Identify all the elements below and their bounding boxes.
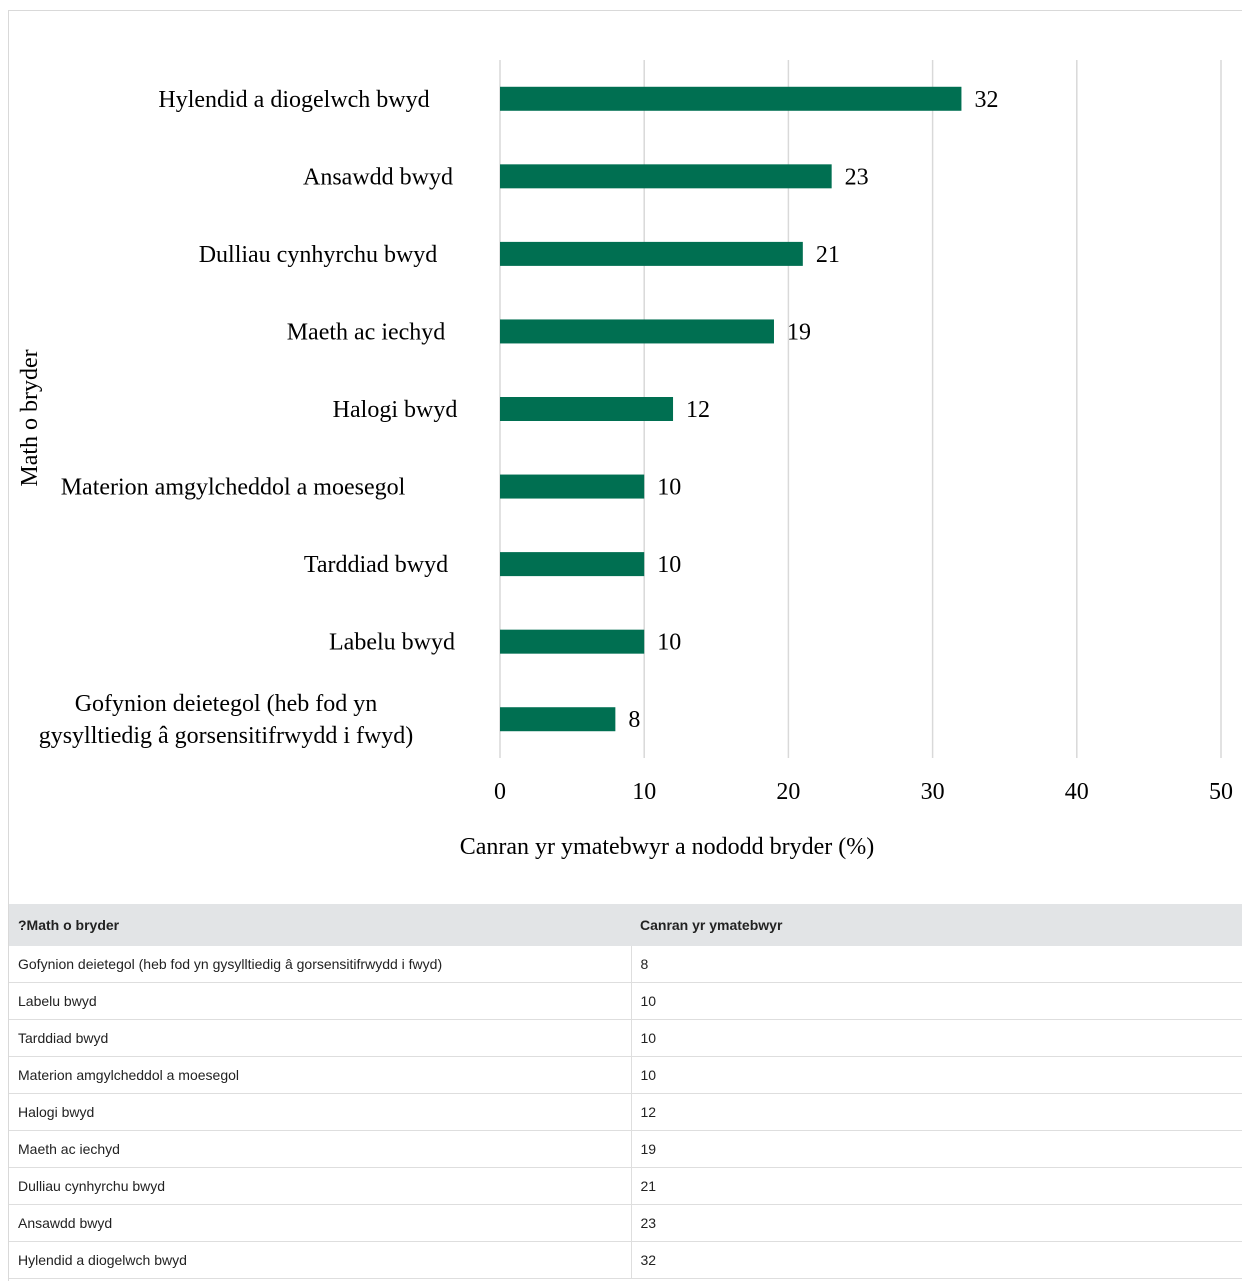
category-label: Ansawdd bwyd (303, 164, 453, 190)
bar (500, 86, 962, 111)
category-label: Maeth ac iechyd (287, 319, 446, 345)
bar (500, 552, 645, 577)
category-label: Halogi bwyd (333, 397, 458, 423)
bar (500, 397, 674, 421)
data-label: 12 (686, 397, 710, 423)
category-label-line: Tarddiad bwyd (304, 552, 448, 578)
bar (500, 629, 645, 654)
table-cell-value: 19 (631, 1130, 1242, 1168)
table-row: Dulliau cynhyrchu bwyd 21 (9, 1167, 1242, 1205)
table-row: Gofynion deietegol (heb fod yn gysylltie… (9, 946, 1242, 983)
category-labels: Hylendid a diogelwch bwyd Ansawdd bwyd Dul… (39, 87, 458, 749)
x-tick-labels: 0 10 20 30 40 50 (494, 779, 1233, 805)
table-cell-value: 10 (631, 982, 1242, 1020)
table-row: Hylendid a diogelwch bwyd 32 (9, 1241, 1242, 1279)
category-label: Labelu bwyd (329, 630, 455, 656)
table-cell-value: 23 (631, 1204, 1242, 1242)
table-cell-value: 10 (631, 1019, 1242, 1057)
bar (500, 241, 803, 266)
y-axis-title: Math o bryder (17, 349, 43, 486)
value-labels: 32 23 21 19 12 10 10 10 8 (628, 87, 998, 733)
table-header-row: ?Math o bryder Canran yr ymatebwyr (9, 904, 1242, 946)
data-table: ?Math o bryder Canran yr ymatebwyr Gofyn… (9, 904, 1242, 1279)
data-label: 23 (845, 164, 869, 190)
table-cell-category: Dulliau cynhyrchu bwyd (9, 1167, 632, 1205)
bar (500, 164, 832, 189)
table-cell-category: Labelu bwyd (9, 982, 632, 1020)
table-cell-category: Tarddiad bwyd (9, 1019, 632, 1057)
table-cell-value: 10 (631, 1056, 1242, 1094)
category-label: Dulliau cynhyrchu bwyd (199, 242, 438, 268)
data-label: 10 (657, 630, 681, 656)
category-label: Hylendid a diogelwch bwyd (158, 87, 429, 113)
table-row: Maeth ac iechyd 19 (9, 1130, 1242, 1168)
x-tick-label: 20 (776, 779, 800, 805)
table-row: Labelu bwyd 10 (9, 982, 1242, 1020)
category-label-line: Maeth ac iechyd (287, 319, 446, 345)
data-label: 32 (974, 87, 998, 113)
x-tick-label: 10 (632, 779, 656, 805)
x-tick-label: 50 (1209, 779, 1233, 805)
table-cell-value: 32 (631, 1241, 1242, 1279)
category-label-line: Dulliau cynhyrchu bwyd (199, 242, 438, 268)
table-cell-value: 8 (631, 946, 1242, 983)
table-cell-category: Ansawdd bwyd (9, 1204, 632, 1242)
category-label-line: gysylltiedig â gorsensitifrwydd i fwyd) (39, 723, 414, 749)
category-label-line: Ansawdd bwyd (303, 164, 453, 190)
data-label: 8 (628, 707, 640, 733)
category-label: Tarddiad bwyd (304, 552, 448, 578)
table-cell-category: Halogi bwyd (9, 1093, 632, 1131)
bar (500, 474, 645, 499)
table-row: Halogi bwyd 12 (9, 1093, 1242, 1131)
table-header-value: Canran yr ymatebwyr (631, 904, 1242, 946)
table-header-category: ?Math o bryder (9, 904, 631, 946)
category-label: Gofynion deietegol (heb fod yn gysylltied… (39, 691, 414, 749)
table-body: Gofynion deietegol (heb fod yn gysylltie… (9, 946, 1242, 1279)
table-cell-value: 12 (631, 1093, 1242, 1131)
x-axis-title: Canran yr ymatebwyr a nododd bryder (%) (460, 834, 875, 860)
category-label-line: Gofynion deietegol (heb fod yn (75, 691, 378, 717)
bar (500, 319, 774, 344)
category-label-line: Materion amgylcheddol a moesegol (61, 475, 406, 501)
x-tick-label: 40 (1065, 779, 1089, 805)
category-label-line: Hylendid a diogelwch bwyd (158, 87, 429, 113)
table-row: Tarddiad bwyd 10 (9, 1019, 1242, 1057)
x-tick-label: 30 (921, 779, 945, 805)
chart-frame (8, 10, 1242, 1281)
data-label: 10 (657, 552, 681, 578)
category-label-line: Halogi bwyd (333, 397, 458, 423)
bars (500, 86, 962, 732)
data-label: 21 (816, 242, 840, 268)
bar (500, 707, 616, 732)
table-cell-category: Maeth ac iechyd (9, 1130, 632, 1168)
table-cell-category: Materion amgylcheddol a moesegol (9, 1056, 632, 1094)
table-cell-category: Hylendid a diogelwch bwyd (9, 1241, 632, 1279)
category-label: Materion amgylcheddol a moesegol (61, 475, 406, 501)
category-label-line: Labelu bwyd (329, 630, 455, 656)
x-tick-label: 0 (494, 779, 506, 805)
table-cell-value: 21 (631, 1167, 1242, 1205)
table-cell-category: Gofynion deietegol (heb fod yn gysylltie… (9, 946, 632, 983)
data-label: 10 (657, 475, 681, 501)
table-row: Ansawdd bwyd 23 (9, 1204, 1242, 1242)
data-label: 19 (787, 319, 811, 345)
table-row: Materion amgylcheddol a moesegol 10 (9, 1056, 1242, 1094)
bar-chart: 32 23 21 19 12 10 10 10 8 Hylendid a diogelwch b… (17, 60, 1233, 860)
